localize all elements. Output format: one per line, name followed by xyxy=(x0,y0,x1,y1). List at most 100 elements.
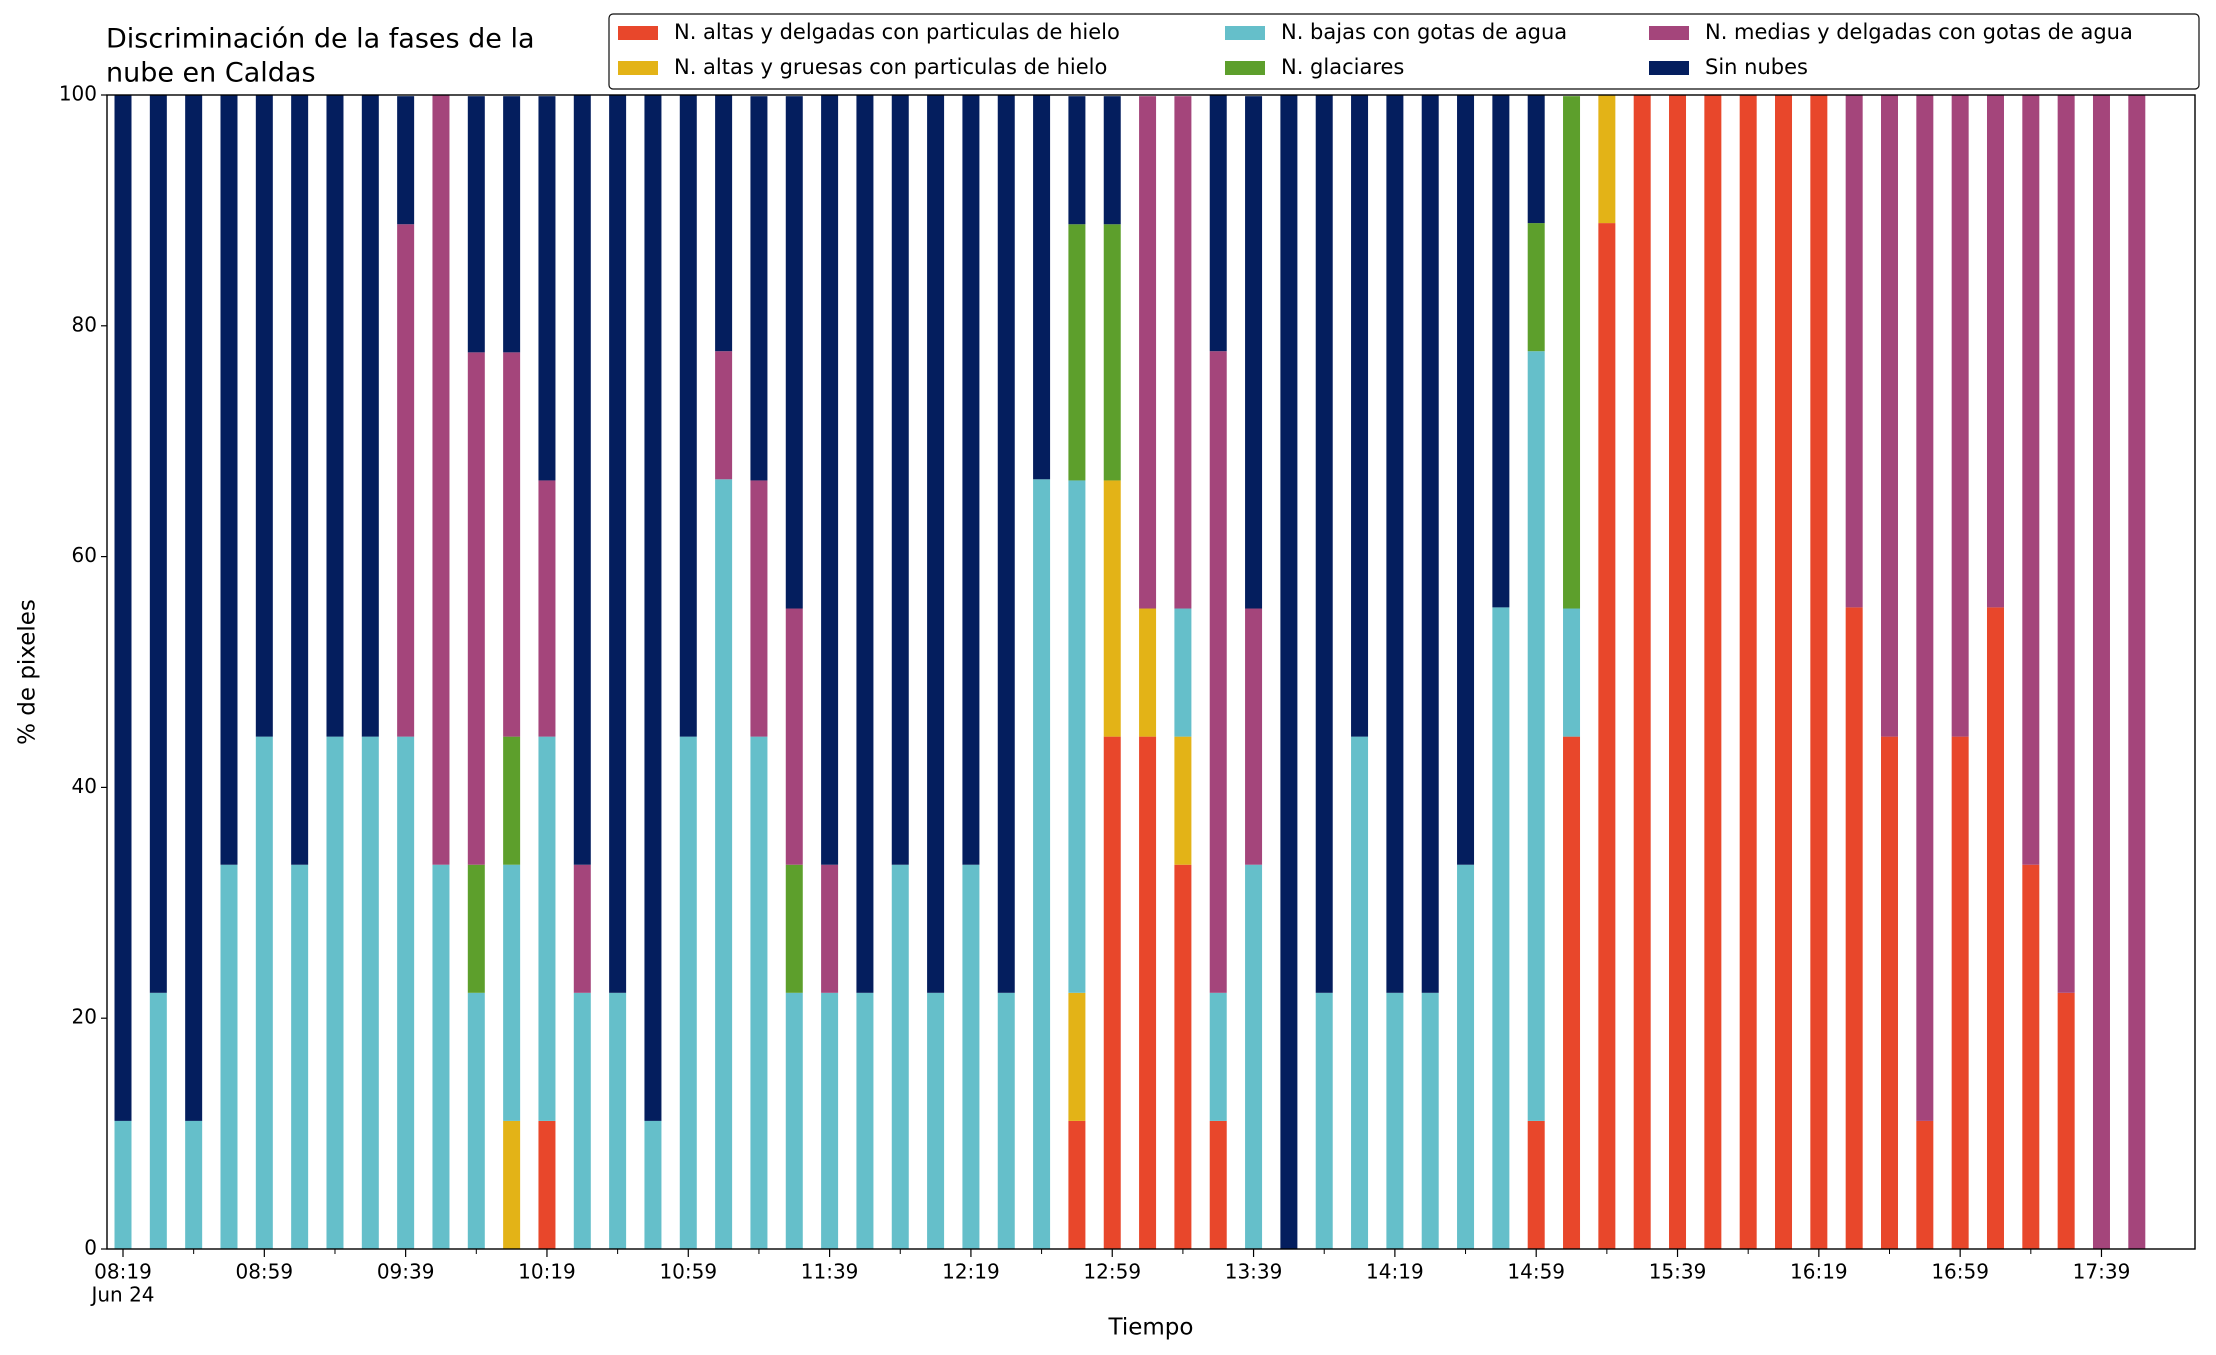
bar-segment xyxy=(2057,992,2075,1249)
bar-segment xyxy=(1174,608,1192,737)
bar-segment xyxy=(1315,992,1333,1249)
bar-segment xyxy=(1492,607,1510,1249)
bar-segment xyxy=(185,95,203,1121)
bar-segment xyxy=(1527,351,1545,1121)
bar-segment xyxy=(1492,95,1510,608)
x-tick-label: 08:59 xyxy=(235,1260,293,1284)
x-tick-label: 13:39 xyxy=(1225,1260,1283,1284)
bar-segment xyxy=(1174,736,1192,865)
y-tick-label: 80 xyxy=(72,312,97,336)
y-axis-label: % de pixeles xyxy=(15,599,41,745)
bar-segment xyxy=(2022,95,2040,865)
bar-segment xyxy=(821,992,839,1249)
bar-segment xyxy=(1527,223,1545,352)
bar-segment xyxy=(397,736,415,1249)
bar-segment xyxy=(291,864,309,1249)
plot-frame xyxy=(106,94,2196,1250)
x-tick-label: 11:39 xyxy=(801,1260,859,1284)
bar-segment xyxy=(397,96,415,225)
bar-segment xyxy=(962,95,980,865)
bar-segment xyxy=(149,95,167,993)
bar-segment xyxy=(1174,864,1192,1249)
bar-segment xyxy=(114,95,132,1121)
bar-segment xyxy=(785,864,803,993)
bar-segment xyxy=(467,352,485,865)
bar-segment xyxy=(397,224,415,737)
bar-segment xyxy=(220,864,238,1249)
bar-segment xyxy=(1563,736,1581,1249)
bar-segment xyxy=(326,95,344,737)
chart-title: nube en Caldas xyxy=(106,58,316,89)
bar-segment xyxy=(538,1120,556,1249)
bar-segment xyxy=(1986,95,2004,608)
bar-segment xyxy=(361,736,379,1249)
bar-segment xyxy=(1351,95,1369,737)
bar-segment xyxy=(679,736,697,1249)
legend-swatch xyxy=(1225,26,1265,40)
x-tick-label: 12:19 xyxy=(942,1260,1000,1284)
legend-label: N. bajas con gotas de agua xyxy=(1281,20,1567,44)
bar-segment xyxy=(503,864,521,1121)
bar-segment xyxy=(1457,95,1475,865)
bar-segment xyxy=(2128,95,2146,1249)
bar-segment xyxy=(1563,96,1581,609)
legend-label: N. altas y delgadas con particulas de hi… xyxy=(674,20,1120,44)
bar-segment xyxy=(149,992,167,1249)
bar-segment xyxy=(361,95,379,737)
bar-segment xyxy=(1881,736,1898,1249)
bar-segment xyxy=(1563,608,1581,737)
bar-segment xyxy=(785,608,803,865)
bar-segment xyxy=(432,864,450,1249)
y-tick-label: 40 xyxy=(72,774,97,798)
bar-segment xyxy=(291,95,309,865)
bar-segment xyxy=(1033,95,1051,480)
bar-segment xyxy=(1951,95,1969,737)
bar-segment xyxy=(1280,95,1298,1249)
bar-segment xyxy=(715,479,733,1250)
legend-swatch xyxy=(618,61,658,75)
x-tick-label: 15:39 xyxy=(1649,1260,1707,1284)
x-axis-label: Tiempo xyxy=(1108,1315,1194,1341)
y-tick-label: 100 xyxy=(59,82,97,106)
bar-segment xyxy=(1669,95,1687,1249)
bar-segment xyxy=(1209,351,1227,993)
bar-segment xyxy=(467,96,485,353)
bar-segment xyxy=(1421,992,1439,1249)
bar-segment xyxy=(1881,95,1898,737)
bar-segment xyxy=(2022,864,2040,1249)
bar-segment xyxy=(1351,736,1369,1249)
bar-segment xyxy=(1739,95,1757,1249)
bar-segment xyxy=(715,95,733,352)
x-tick-label: 16:19 xyxy=(1790,1260,1848,1284)
bar-segment xyxy=(255,95,273,737)
x-tick-label: 10:19 xyxy=(518,1260,576,1284)
bar-segment xyxy=(1068,96,1086,225)
y-tick-label: 0 xyxy=(84,1236,97,1260)
bar-segment xyxy=(715,351,733,480)
bar-segment xyxy=(432,95,450,865)
bar-segment xyxy=(467,864,485,993)
y-tick-label: 20 xyxy=(72,1005,97,1029)
bar-segment xyxy=(1209,1120,1227,1249)
bar-segment xyxy=(1916,95,1934,1121)
legend-box xyxy=(608,13,2200,90)
bar-segment xyxy=(609,992,627,1249)
bar-segment xyxy=(821,95,839,865)
x-tick-label: 14:59 xyxy=(1507,1260,1565,1284)
bar-segment xyxy=(1598,223,1616,1249)
bar-segment xyxy=(1103,96,1121,225)
x-tick-label: 17:39 xyxy=(2073,1260,2131,1284)
bar-segment xyxy=(573,992,591,1249)
bar-segment xyxy=(1810,95,1828,1249)
bar-segment xyxy=(503,736,521,865)
bar-segment xyxy=(255,736,273,1249)
legend-label: N. glaciares xyxy=(1281,55,1404,79)
bar-segment xyxy=(1245,96,1263,609)
bar-segment xyxy=(1174,96,1192,609)
bar-segment xyxy=(1527,95,1545,224)
bar-segment xyxy=(1598,95,1616,224)
bar-segment xyxy=(538,480,556,737)
bar-segment xyxy=(1103,736,1121,1249)
bar-segment xyxy=(538,736,556,1121)
legend-label: N. altas y gruesas con particulas de hie… xyxy=(674,55,1107,79)
